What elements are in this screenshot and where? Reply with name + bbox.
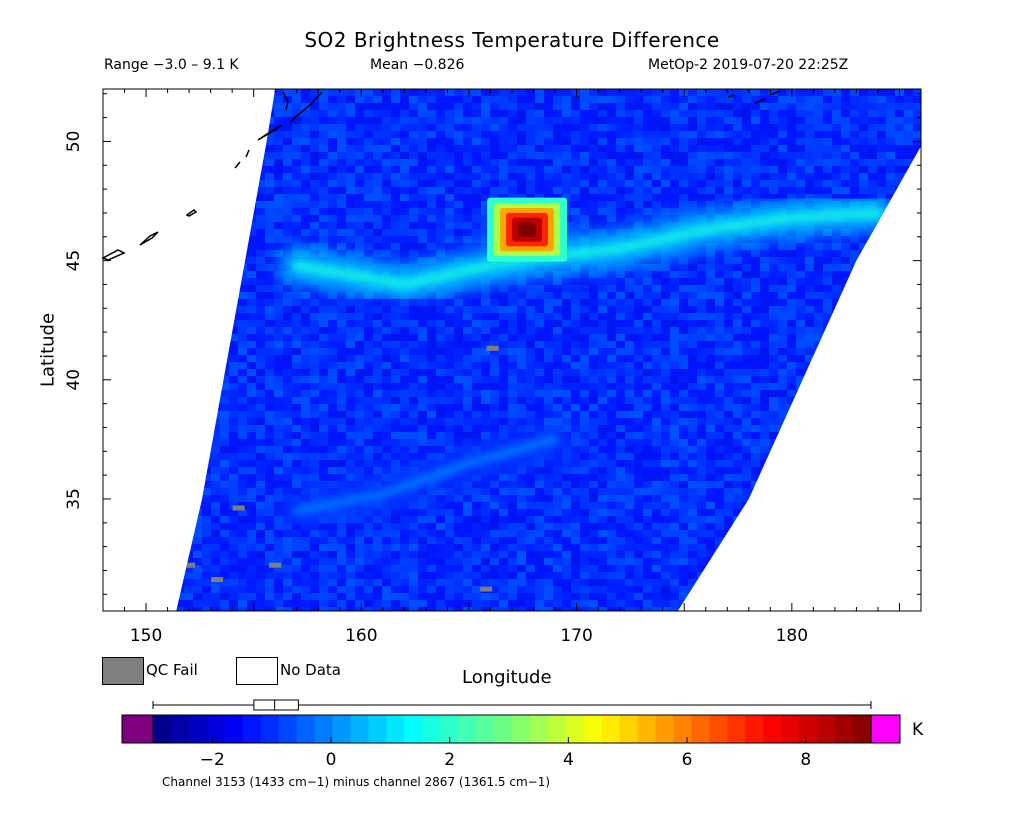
colorbar-segment xyxy=(709,715,728,743)
colorbar-tick-label: 4 xyxy=(563,750,574,770)
swath-texture xyxy=(176,89,921,611)
coastline-segment xyxy=(234,161,241,169)
coastline-segment xyxy=(139,231,159,246)
colorbar-segment xyxy=(655,715,675,743)
coastline-segment xyxy=(754,98,766,104)
colorbar-segment xyxy=(404,715,423,743)
no-data-label: No Data xyxy=(280,661,341,679)
range-text: Range −3.0 – 9.1 K xyxy=(104,57,239,73)
y-tick-label: 35 xyxy=(64,488,84,510)
colorbar-frame xyxy=(152,714,872,744)
colorbar-segment xyxy=(188,715,208,743)
colorbar-segment xyxy=(745,715,764,743)
colorbar-segment xyxy=(170,715,190,743)
colorbar-segment xyxy=(458,715,477,743)
colorbar-tick-label: 0 xyxy=(326,750,337,770)
satellite-timestamp: MetOp-2 2019-07-20 22:25Z xyxy=(648,57,849,73)
coastline-segment xyxy=(727,94,736,98)
x-axis-label: Longitude xyxy=(462,667,552,688)
colorbar-segment xyxy=(763,715,782,743)
x-tick-label: 180 xyxy=(776,626,808,646)
colorbar-segment xyxy=(637,715,657,743)
chart-title: SO2 Brightness Temperature Difference xyxy=(304,28,720,52)
boxplot-box xyxy=(253,699,299,711)
colorbar-segment xyxy=(601,715,621,743)
plot-area xyxy=(101,89,921,611)
qc-fail-point xyxy=(183,562,196,568)
colorbar-segment xyxy=(619,715,639,743)
qc-fail-point xyxy=(269,562,282,568)
lower_band-core xyxy=(292,435,560,515)
swath-group xyxy=(176,89,921,611)
coastline-segment xyxy=(769,90,781,96)
colorbar-tick-label: −2 xyxy=(200,750,225,770)
colorbar-segment xyxy=(153,715,172,743)
qc-fail-label: QC Fail xyxy=(146,661,198,679)
axes: 150 160 170 180 35 40 45 50 xyxy=(64,88,922,646)
colorbar-segment xyxy=(781,715,800,743)
coastline-segment xyxy=(245,149,250,158)
colorbar-segment xyxy=(386,715,405,743)
colorbar-segment xyxy=(314,715,334,743)
colorbar-tick-label: 8 xyxy=(800,750,811,770)
colorbar-segment xyxy=(242,715,262,743)
colorbar-segment xyxy=(476,715,495,743)
x-tick-label: 160 xyxy=(345,626,377,646)
coastline-segment xyxy=(282,91,289,111)
colorbar-segment xyxy=(368,715,387,743)
qc-fail-point xyxy=(486,345,499,351)
y-tick-label: 50 xyxy=(64,131,84,153)
colorbar-segment xyxy=(799,715,818,743)
y-axis-label: Latitude xyxy=(37,312,59,388)
colorbar-segment xyxy=(332,715,352,743)
colorbar-segment xyxy=(673,715,693,743)
colorbar-segment xyxy=(206,715,226,743)
colorbar-segment xyxy=(547,715,567,743)
colorbar-segment xyxy=(512,715,531,743)
coastline-segment xyxy=(289,91,323,123)
colorbar-segment xyxy=(350,715,369,743)
colorbar-segment xyxy=(296,715,316,743)
coastline-segment xyxy=(101,249,126,261)
x-tick-label: 150 xyxy=(130,626,162,646)
colorbar-segment xyxy=(817,715,836,743)
colorbar-over-swatch xyxy=(870,714,901,744)
qc-fail-point xyxy=(211,577,224,583)
colorbar-segment xyxy=(727,715,746,743)
qc-fail-point xyxy=(232,505,245,511)
colorbar: −2 0 2 4 6 8 xyxy=(121,699,901,770)
colorbar-tick-label: 6 xyxy=(682,750,693,770)
y-tick-label: 45 xyxy=(64,250,84,272)
qc-fail-swatch xyxy=(102,657,144,685)
colorbar-segment xyxy=(224,715,244,743)
no-data-swatch xyxy=(236,657,278,685)
colorbar-unit: K xyxy=(912,720,924,740)
colorbar-segment xyxy=(691,715,711,743)
colorbar-segment xyxy=(494,715,513,743)
colorbar-segment xyxy=(583,715,603,743)
mean-text: Mean −0.826 xyxy=(370,57,465,73)
colorbar-segment xyxy=(440,715,459,743)
colorbar-segment xyxy=(853,715,872,743)
channel-footnote: Channel 3153 (1433 cm−1) minus channel 2… xyxy=(162,775,551,789)
x-tick-label: 170 xyxy=(560,626,592,646)
colorbar-segment xyxy=(565,715,585,743)
qc-fail-point xyxy=(480,586,493,592)
colorbar-segment xyxy=(260,715,280,743)
colorbar-segment xyxy=(835,715,854,743)
elevated_band-core xyxy=(292,208,882,289)
colorbar-under-swatch xyxy=(121,714,154,744)
colorbar-segment xyxy=(278,715,298,743)
coastline-segment xyxy=(257,124,283,141)
colorbar-segment xyxy=(529,715,549,743)
colorbar-tick-label: 2 xyxy=(444,750,455,770)
so2-plume-level xyxy=(518,222,537,237)
colorbar-segment xyxy=(422,715,441,743)
y-tick-label: 40 xyxy=(64,369,84,391)
coastline xyxy=(101,90,781,261)
coastline-segment xyxy=(185,209,198,217)
